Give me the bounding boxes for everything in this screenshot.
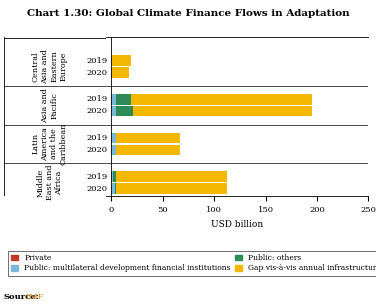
Text: IMF: IMF <box>23 293 43 301</box>
Text: 2019: 2019 <box>87 95 108 103</box>
Legend: Private, Public: multilateral development financial institutions, Public: others: Private, Public: multilateral developmen… <box>8 251 376 276</box>
Text: 2020: 2020 <box>87 185 108 192</box>
Text: Central
Asia and
Eastern
Europe: Central Asia and Eastern Europe <box>32 49 68 84</box>
Text: 2019: 2019 <box>87 134 108 142</box>
Text: Source:: Source: <box>4 293 39 301</box>
Bar <box>113 171 116 182</box>
Bar <box>111 145 116 155</box>
Text: 2019: 2019 <box>87 173 108 181</box>
Bar <box>116 94 130 105</box>
Text: 2019: 2019 <box>87 57 108 65</box>
Bar <box>116 145 180 155</box>
Bar <box>112 55 131 66</box>
Text: Asia and
Pacific: Asia and Pacific <box>41 88 58 123</box>
Text: 2020: 2020 <box>87 107 108 115</box>
Bar <box>116 171 227 182</box>
Text: Middle
East and
Africa: Middle East and Africa <box>36 165 63 200</box>
Bar <box>130 94 312 105</box>
Bar <box>116 183 227 194</box>
Bar <box>133 106 312 116</box>
Text: 2020: 2020 <box>87 68 108 76</box>
Bar <box>116 106 133 116</box>
Text: Chart 1.30: Global Climate Finance Flows in Adaptation: Chart 1.30: Global Climate Finance Flows… <box>27 9 349 18</box>
Bar <box>111 94 116 105</box>
Bar <box>111 55 112 66</box>
Bar <box>111 133 116 143</box>
Text: Latin
America
and the
Caribbean: Latin America and the Caribbean <box>32 123 68 165</box>
Bar <box>111 183 115 194</box>
X-axis label: USD billion: USD billion <box>211 220 263 229</box>
Bar <box>111 67 112 78</box>
Bar <box>111 106 116 116</box>
Bar <box>111 171 113 182</box>
Text: 2020: 2020 <box>87 146 108 154</box>
Bar <box>116 133 180 143</box>
Bar <box>115 183 116 194</box>
Bar <box>112 67 129 78</box>
